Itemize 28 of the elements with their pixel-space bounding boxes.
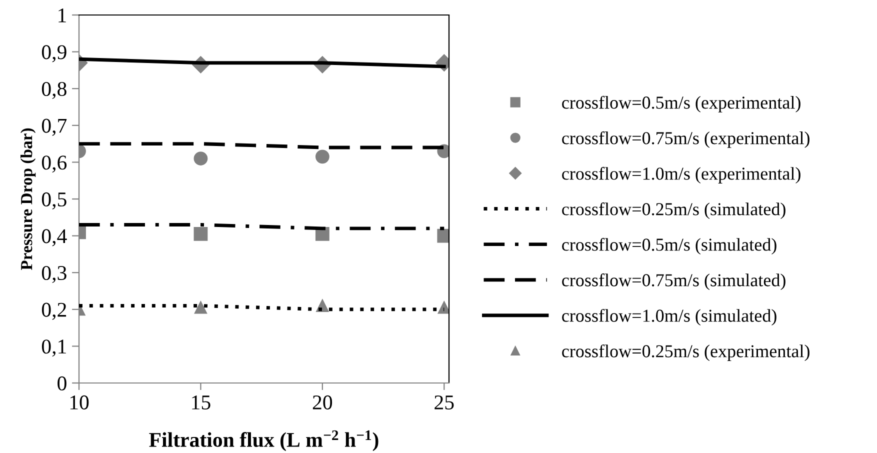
y-axis-title: Pressure Drop (bar)	[20, 128, 36, 270]
y-tick-label: 0,1	[42, 340, 66, 357]
legend-label: crossflow=0.25m/s (simulated)	[562, 202, 786, 219]
x-tick-label: 10	[70, 395, 89, 410]
legend-label: crossflow=0.75m/s (simulated)	[562, 273, 786, 290]
y-tick-label: 0,2	[42, 302, 66, 320]
y-tick-label: 0,7	[42, 118, 67, 136]
y-tick-label: 0,5	[42, 192, 66, 210]
legend-label: crossflow=0.5m/s (experimental)	[562, 96, 800, 112]
point	[315, 150, 330, 164]
y-tick-label: 0,9	[42, 45, 66, 62]
point	[437, 228, 449, 243]
y-tick-label: 0	[58, 376, 66, 390]
y-tick-label: 0,8	[42, 82, 66, 100]
legend-label: crossflow=0.5m/s (simulated)	[562, 238, 776, 254]
x-tick-label: 25	[434, 395, 454, 410]
x-tick-label: 20	[312, 395, 332, 410]
y-tick-label: 0,3	[42, 266, 66, 284]
point	[438, 301, 449, 314]
y-tick-label: 0,4	[42, 229, 67, 246]
y-tick-label: 1	[58, 8, 66, 22]
legend-label: crossflow=1.0m/s (simulated)	[562, 308, 776, 326]
legend-label: crossflow=1.0m/s (experimental)	[562, 166, 800, 184]
legend-label: crossflow=0.25m/s (experimental)	[562, 344, 810, 362]
y-tick-label: 0,6	[42, 156, 67, 173]
legend-label: crossflow=0.75m/s (experimental)	[562, 131, 810, 148]
x-tick-label: 15	[192, 396, 210, 410]
x-axis-title: Filtration flux (L m$^{−2}$ h$^{−1}$)	[149, 430, 378, 452]
